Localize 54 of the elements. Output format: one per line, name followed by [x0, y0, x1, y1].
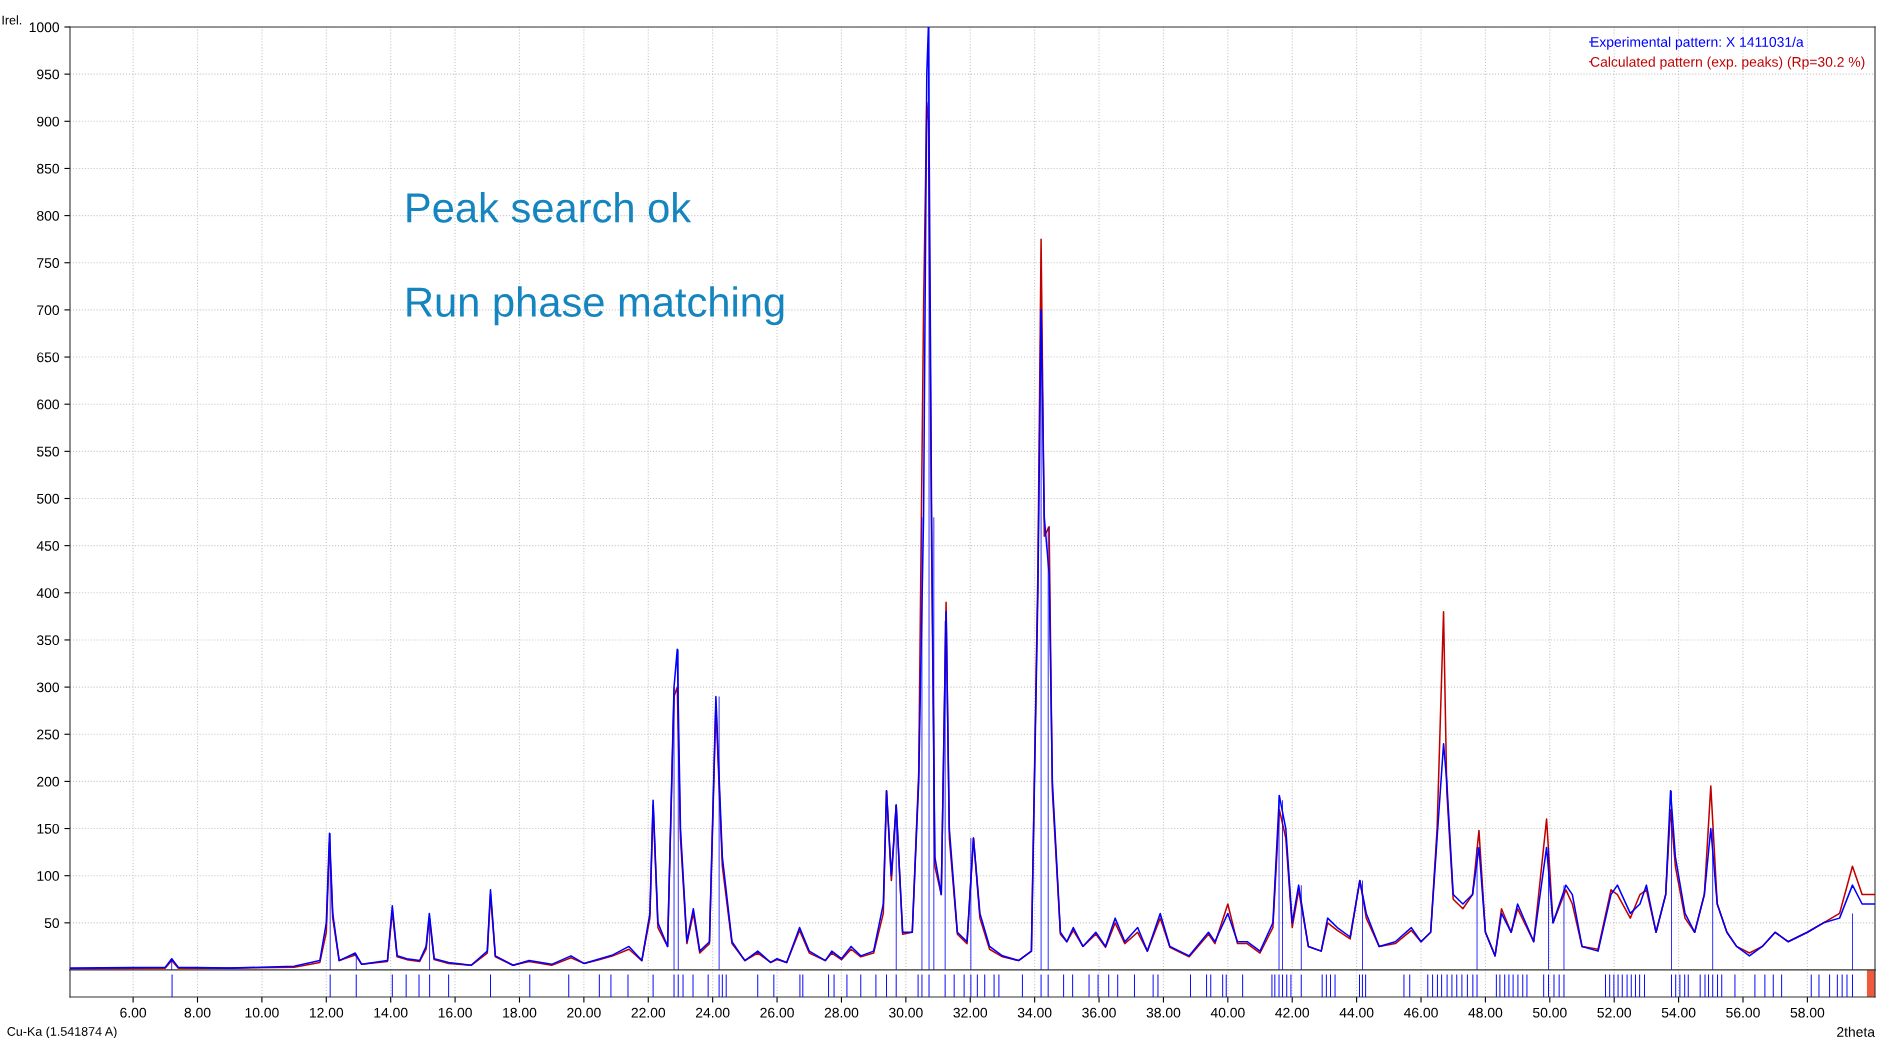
x-tick-label: 44.00 [1339, 1007, 1374, 1018]
y-tick-label: 250 [37, 729, 60, 740]
y-axis-title: Irel. [2, 15, 22, 25]
y-tick-label: 150 [37, 823, 60, 834]
x-tick-label: 14.00 [374, 1007, 408, 1018]
y-tick-label: 300 [36, 682, 60, 693]
x-tick-label: 42.00 [1275, 1007, 1310, 1018]
y-tick-label: 1000 [29, 22, 60, 33]
y-tick-label: 700 [37, 305, 60, 316]
x-tick-label: 58.00 [1790, 1007, 1825, 1018]
x-tick-label: 54.00 [1661, 1007, 1696, 1018]
x-axis-title: 2theta [1837, 1026, 1875, 1037]
y-tick-label: 450 [36, 540, 60, 551]
y-tick-label: 500 [36, 493, 60, 504]
x-tick-label: 18.00 [503, 1007, 537, 1018]
x-tick-label: 6.00 [120, 1007, 147, 1018]
x-tick-label: 46.00 [1403, 1007, 1438, 1018]
x-tick-label: 40.00 [1210, 1007, 1245, 1018]
x-tick-label: 34.00 [1017, 1007, 1052, 1018]
y-tick-label: 50 [44, 918, 60, 929]
x-tick-label: 8.00 [184, 1007, 211, 1018]
x-tick-label: 26.00 [760, 1007, 794, 1018]
x-tick-label: 36.00 [1082, 1007, 1116, 1018]
x-tick-label: 12.00 [309, 1007, 344, 1018]
x-tick-label: 16.00 [438, 1007, 472, 1018]
annotation: Peak search ok [407, 192, 692, 223]
x-tick-label: 56.00 [1726, 1007, 1760, 1018]
annotation: Run phase matching [407, 286, 784, 326]
y-tick-label: 750 [37, 258, 60, 268]
x-tick-label: 10.00 [245, 1007, 279, 1018]
y-tick-label: 950 [37, 69, 60, 80]
x-tick-label: 52.00 [1597, 1007, 1632, 1018]
y-tick-label: 400 [36, 588, 60, 598]
x-tick-label: 30.00 [889, 1007, 923, 1018]
y-tick-label: 100 [37, 871, 60, 881]
y-tick-label: 800 [37, 210, 60, 221]
legend-label: Experimental pattern: X 1411031/a [1591, 36, 1804, 50]
y-tick-label: 650 [37, 352, 60, 363]
x-tick-label: 48.00 [1468, 1007, 1503, 1018]
x-tick-label: 28.00 [824, 1007, 859, 1018]
y-tick-label: 200 [37, 776, 60, 787]
x-tick-label: 24.00 [695, 1007, 730, 1018]
y-tick-label: 550 [36, 446, 60, 457]
x-tick-label: 22.00 [631, 1007, 666, 1018]
x-tick-label: 50.00 [1532, 1007, 1567, 1018]
y-tick-label: 850 [37, 163, 60, 174]
y-tick-label: 350 [36, 635, 60, 646]
x-tick-label: 38.00 [1146, 1007, 1181, 1018]
y-tick-label: 900 [37, 116, 60, 127]
legend-label: Calculated pattern (exp. peaks) (Rp=30.2 %) [1590, 56, 1865, 70]
x-tick-label: 32.00 [953, 1007, 988, 1018]
y-tick-label: 600 [37, 399, 60, 410]
x-tick-label: 20.00 [567, 1007, 601, 1018]
text: Cu-Ka (1.541874 A) [7, 1026, 117, 1038]
